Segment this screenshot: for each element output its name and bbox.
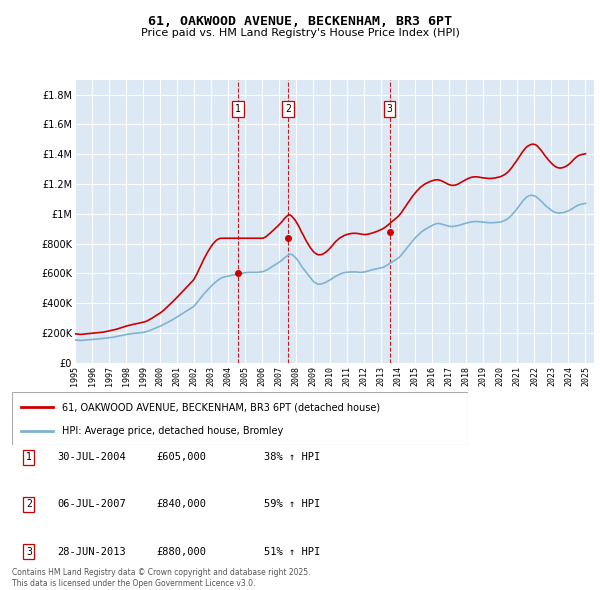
Text: Price paid vs. HM Land Registry's House Price Index (HPI): Price paid vs. HM Land Registry's House … (140, 28, 460, 38)
Text: 61, OAKWOOD AVENUE, BECKENHAM, BR3 6PT (detached house): 61, OAKWOOD AVENUE, BECKENHAM, BR3 6PT (… (62, 402, 380, 412)
Text: 2: 2 (26, 500, 32, 509)
Text: 1: 1 (235, 104, 241, 114)
Text: 3: 3 (26, 547, 32, 556)
Text: 59% ↑ HPI: 59% ↑ HPI (264, 500, 320, 509)
Text: £840,000: £840,000 (156, 500, 206, 509)
Text: 3: 3 (386, 104, 392, 114)
Text: £605,000: £605,000 (156, 453, 206, 462)
Text: 2: 2 (285, 104, 291, 114)
Text: HPI: Average price, detached house, Bromley: HPI: Average price, detached house, Brom… (62, 425, 283, 435)
Text: 1: 1 (26, 453, 32, 462)
Text: 38% ↑ HPI: 38% ↑ HPI (264, 453, 320, 462)
Text: Contains HM Land Registry data © Crown copyright and database right 2025.
This d: Contains HM Land Registry data © Crown c… (12, 568, 311, 588)
Text: 06-JUL-2007: 06-JUL-2007 (57, 500, 126, 509)
Text: 61, OAKWOOD AVENUE, BECKENHAM, BR3 6PT: 61, OAKWOOD AVENUE, BECKENHAM, BR3 6PT (148, 15, 452, 28)
Text: 28-JUN-2013: 28-JUN-2013 (57, 547, 126, 556)
Text: 30-JUL-2004: 30-JUL-2004 (57, 453, 126, 462)
Text: 51% ↑ HPI: 51% ↑ HPI (264, 547, 320, 556)
Text: £880,000: £880,000 (156, 547, 206, 556)
